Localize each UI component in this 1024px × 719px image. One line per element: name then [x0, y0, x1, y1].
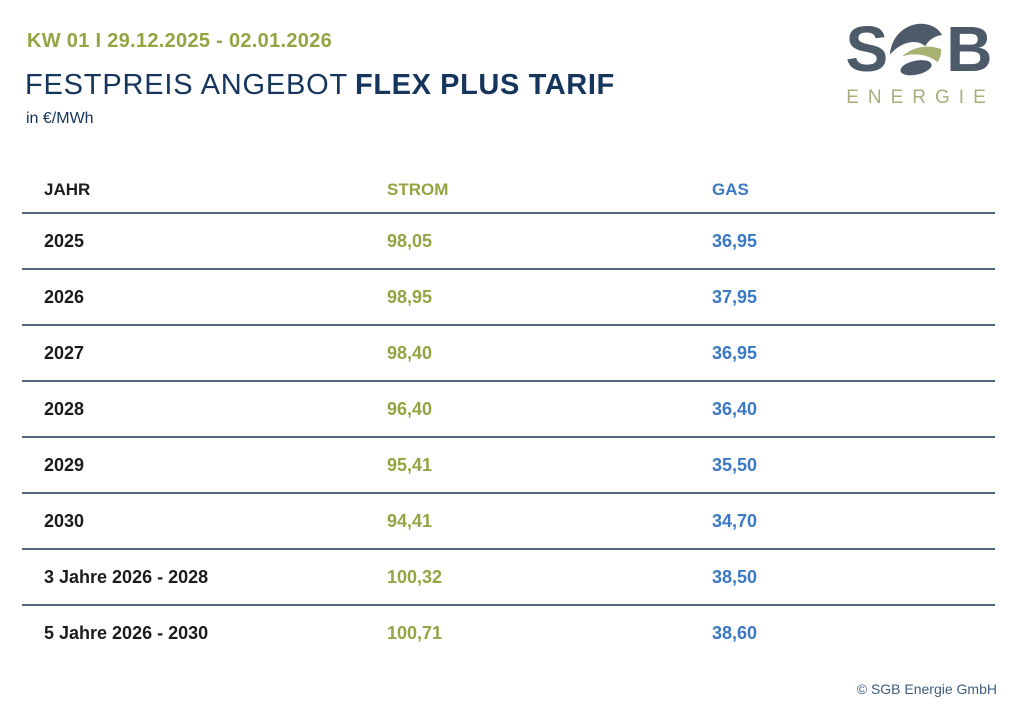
table-row: 2025 98,05 36,95	[22, 214, 995, 270]
logo-letter-b: B	[946, 13, 992, 85]
title-bold: FLEX PLUS TARIF	[355, 69, 615, 101]
cell-jahr: 2025	[44, 230, 85, 251]
cell-jahr: 2027	[44, 342, 85, 363]
cell-strom: 98,40	[387, 342, 433, 363]
cell-strom: 98,05	[387, 230, 433, 251]
cell-strom: 94,41	[387, 510, 433, 531]
column-header-gas: GAS	[712, 180, 749, 199]
table-row: 3 Jahre 2026 - 2028 100,32 38,50	[22, 550, 995, 606]
cell-jahr: 2026	[44, 286, 85, 307]
sgb-energie-logo: S B ENERGIE	[838, 13, 998, 109]
logo-leaf-g-icon	[888, 20, 944, 78]
cell-gas: 36,95	[712, 342, 758, 363]
cell-jahr: 2030	[44, 510, 85, 531]
cell-jahr: 5 Jahre 2026 - 2030	[44, 622, 209, 643]
cell-gas: 38,50	[712, 566, 758, 587]
cell-strom: 96,40	[387, 398, 433, 419]
cell-strom: 98,95	[387, 286, 433, 307]
cell-jahr: 3 Jahre 2026 - 2028	[44, 566, 209, 587]
title-regular: FESTPREIS ANGEBOT	[25, 69, 348, 101]
logo-subtitle: ENERGIE	[846, 87, 995, 108]
table-header-row: JAHR STROM GAS	[22, 168, 995, 214]
cell-strom: 100,71	[387, 622, 443, 643]
cell-gas: 34,70	[712, 510, 758, 531]
logo-letter-s: S	[845, 13, 889, 85]
column-header-strom: STROM	[387, 180, 449, 199]
page-title: FESTPREIS ANGEBOT FLEX PLUS TARIF	[25, 69, 615, 102]
cell-gas: 36,95	[712, 230, 758, 251]
price-table: JAHR STROM GAS 2025 98,05 36,95 2026 98,…	[22, 168, 995, 660]
cell-gas: 37,95	[712, 286, 758, 307]
unit-label: in €/MWh	[26, 110, 94, 127]
table-row: 2030 94,41 34,70	[22, 494, 995, 550]
table-row: 2029 95,41 35,50	[22, 438, 995, 494]
cell-jahr: 2029	[44, 454, 85, 475]
cell-jahr: 2028	[44, 398, 85, 419]
cell-strom: 95,41	[387, 454, 433, 475]
table-row: 5 Jahre 2026 - 2030 100,71 38,60	[22, 606, 995, 660]
copyright-notice: © SGB Energie GmbH	[856, 681, 997, 697]
table-row: 2027 98,40 36,95	[22, 326, 995, 382]
table-row: 2026 98,95 37,95	[22, 270, 995, 326]
logo-wordmark: S B	[838, 13, 998, 85]
table-row: 2028 96,40 36,40	[22, 382, 995, 438]
column-header-jahr: JAHR	[44, 180, 91, 199]
cell-gas: 38,60	[712, 622, 758, 643]
cell-strom: 100,32	[387, 566, 443, 587]
cell-gas: 35,50	[712, 454, 758, 475]
calendar-week-label: KW 01 I 29.12.2025 - 02.01.2026	[27, 30, 333, 52]
cell-gas: 36,40	[712, 398, 758, 419]
